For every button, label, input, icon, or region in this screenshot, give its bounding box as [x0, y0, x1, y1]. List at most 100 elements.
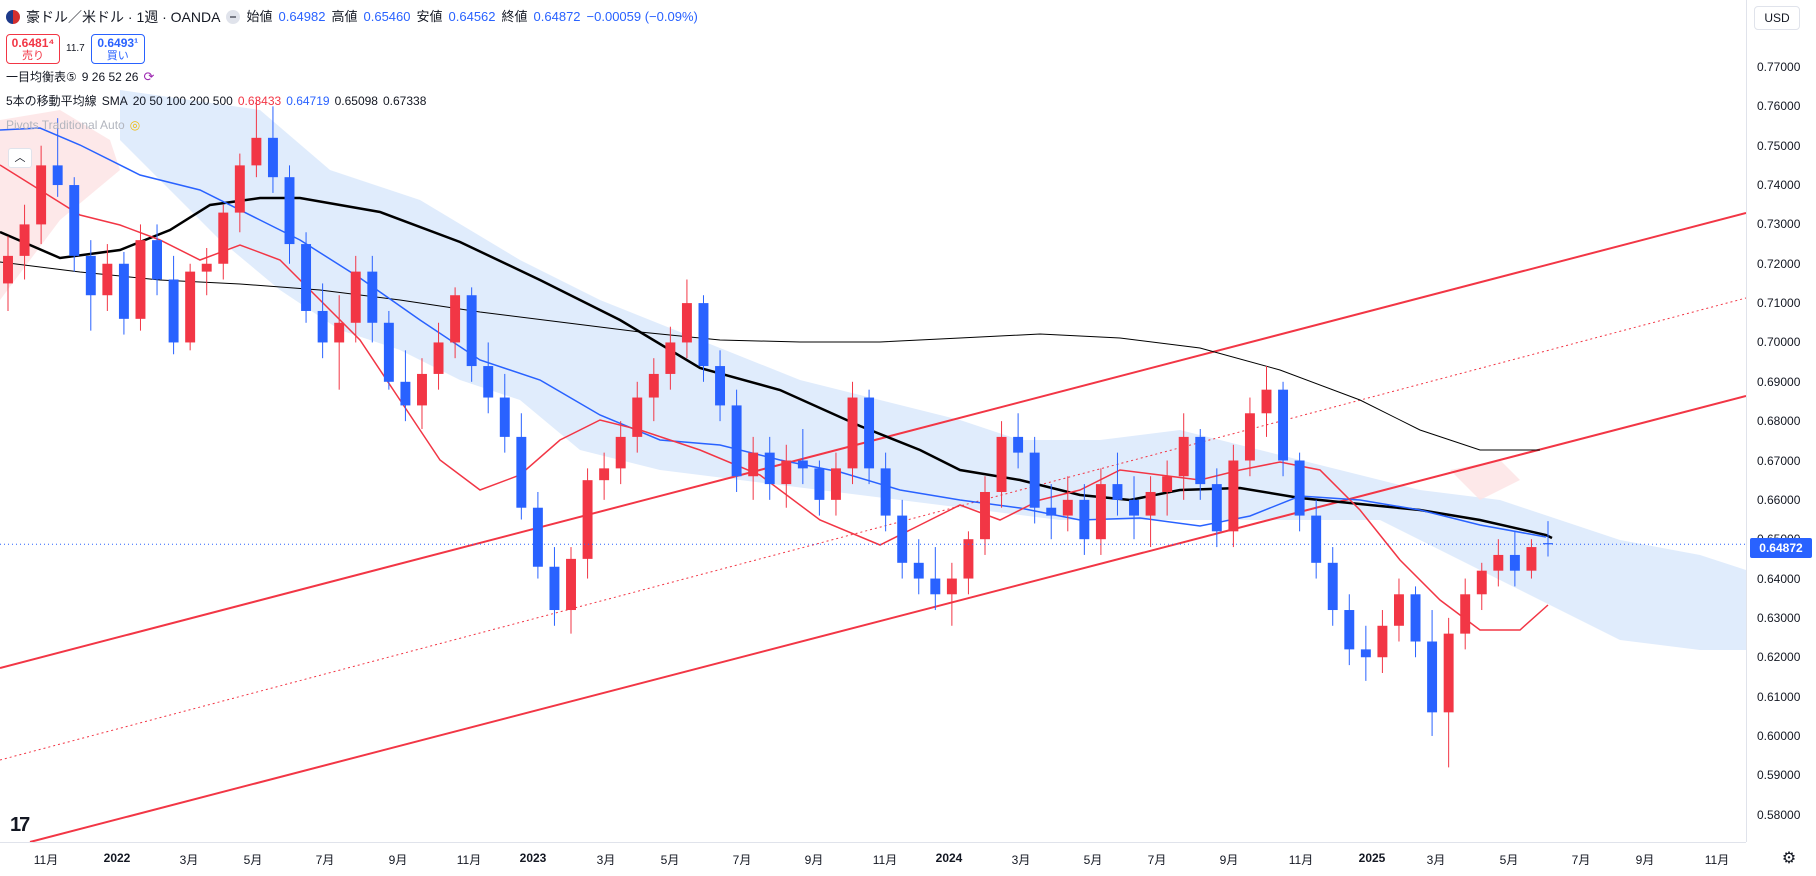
- collapse-legend-button[interactable]: ︿: [8, 148, 32, 168]
- price-tick: 0.66000: [1757, 492, 1801, 507]
- buy-label: 買い: [106, 50, 129, 62]
- ichimoku-legend[interactable]: 一目均衡表⑤ 9 26 52 26 ⟳: [6, 66, 698, 88]
- price-tick: 0.62000: [1757, 650, 1801, 665]
- refresh-icon[interactable]: ⟳: [143, 69, 155, 84]
- channel-line-lower: [29, 395, 1747, 843]
- candle-down: [930, 578, 941, 595]
- candle-up: [1377, 625, 1388, 658]
- sma200-value: 0.67338: [382, 94, 427, 108]
- candle-up: [847, 397, 858, 469]
- candle-up: [1228, 460, 1239, 532]
- sell-label: 売り: [22, 50, 44, 62]
- candle-down: [152, 240, 162, 280]
- candle-up: [980, 491, 990, 540]
- candle-up: [1162, 476, 1173, 492]
- sell-button[interactable]: 0.6481⁴ 売り: [6, 34, 60, 64]
- candle-down: [1294, 460, 1305, 516]
- chart-legend: 豪ドル／米ドル · 1週 · OANDA 始値 0.64982 高値 0.65460…: [6, 6, 698, 136]
- candle-down: [1195, 436, 1206, 485]
- candle-down: [367, 271, 378, 323]
- candle-up: [102, 263, 113, 296]
- candle-down: [1029, 452, 1040, 508]
- price-tick: 0.75000: [1757, 138, 1801, 153]
- close-value: 0.64872: [533, 9, 581, 24]
- price-tick: 0.74000: [1757, 178, 1801, 193]
- candle-down: [897, 515, 908, 563]
- price-tick: 0.73000: [1757, 217, 1801, 232]
- candle-down: [698, 303, 709, 367]
- candle-down: [1112, 484, 1123, 500]
- candle-up: [946, 578, 957, 595]
- candle-down: [1344, 610, 1355, 650]
- candle-up: [36, 165, 47, 225]
- market-status-icon[interactable]: [226, 10, 241, 24]
- candle-down: [516, 436, 527, 508]
- candle-down: [1410, 594, 1421, 642]
- candle-down: [499, 397, 510, 437]
- sma-20-line: [0, 164, 1549, 631]
- candle-down: [168, 279, 179, 343]
- candle-down: [1278, 389, 1289, 461]
- time-tick: 3月: [1426, 853, 1446, 867]
- candle-down: [267, 137, 278, 178]
- candle-down: [1311, 515, 1322, 563]
- price-scale[interactable]: 0.77000 0.76000 0.75000 0.74000 0.73000 0.720…: [1746, 0, 1816, 842]
- time-tick: 5月: [660, 853, 680, 867]
- hidden-eye-icon[interactable]: ◎: [129, 118, 141, 132]
- candle-up: [748, 452, 759, 477]
- sma100-value: 0.65098: [334, 94, 378, 108]
- price-tick: 0.76000: [1757, 99, 1801, 114]
- tradingview-logo[interactable]: 17: [10, 814, 30, 836]
- candle-down: [1327, 562, 1338, 611]
- price-tick: 0.61000: [1757, 689, 1801, 704]
- candle-up: [201, 263, 212, 272]
- time-tick-year: 2025: [1358, 851, 1386, 865]
- trade-buttons: 0.6481⁴ 売り 11.7 0.6493¹ 買い: [6, 34, 698, 64]
- candle-down: [383, 322, 394, 382]
- candle-down: [85, 255, 96, 296]
- candle-down: [1013, 436, 1024, 453]
- price-tick: 0.70000: [1757, 335, 1801, 350]
- candle-up: [1476, 570, 1487, 595]
- candle-up: [234, 165, 245, 213]
- sma-type: SMA: [101, 94, 128, 108]
- price-tick: 0.68000: [1757, 414, 1801, 429]
- candle-up: [1178, 436, 1189, 477]
- candle-up: [599, 468, 610, 481]
- candle-up: [185, 271, 196, 343]
- currency-selector[interactable]: USD: [1754, 6, 1800, 30]
- candle-down: [880, 468, 891, 516]
- buy-button[interactable]: 0.6493¹ 買い: [90, 34, 145, 64]
- time-tick: 9月: [1219, 853, 1239, 867]
- time-tick: 11月: [872, 853, 898, 867]
- candle-down: [913, 562, 924, 579]
- candle-up: [3, 255, 13, 284]
- candle-down: [549, 566, 560, 611]
- settings-gear-icon[interactable]: ⚙: [1781, 850, 1797, 867]
- price-tick: 0.64000: [1757, 571, 1801, 586]
- pivots-legend[interactable]: Pivots Traditional Auto ◎: [6, 114, 698, 136]
- time-tick: 9月: [804, 853, 824, 867]
- candle-down: [532, 507, 543, 567]
- candle-down: [1129, 499, 1139, 516]
- time-tick: 11月: [33, 853, 59, 867]
- time-scale[interactable]: 11月 2022 3月 5月 7月 9月 11月 2023 3月 5月 7月 9月 11月 2024 3月 5…: [0, 842, 1746, 876]
- time-tick: 5月: [1499, 853, 1519, 867]
- symbol-title[interactable]: 豪ドル／米ドル · 1週 · OANDA: [26, 9, 221, 25]
- last-price-label: 0.64872: [1750, 538, 1812, 558]
- candle-up: [1062, 499, 1073, 516]
- sell-price: 0.6481⁴: [11, 36, 55, 50]
- ichimoku-name: 一目均衡表⑤: [6, 70, 77, 84]
- candle-down: [1543, 543, 1553, 545]
- time-tick: 7月: [315, 853, 335, 867]
- candle-up: [433, 342, 444, 374]
- time-tick: 7月: [732, 853, 752, 867]
- candle-up: [665, 342, 676, 374]
- candle-down: [483, 366, 494, 398]
- candle-down: [1360, 649, 1371, 658]
- spread-value: 11.7: [66, 43, 85, 54]
- sma-legend[interactable]: 5本の移動平均線 SMA 20 50 100 200 500 0.63433 0…: [6, 90, 698, 112]
- candle-down: [466, 295, 477, 367]
- candle-up: [648, 373, 659, 398]
- audusd-flag-icon: [6, 10, 20, 24]
